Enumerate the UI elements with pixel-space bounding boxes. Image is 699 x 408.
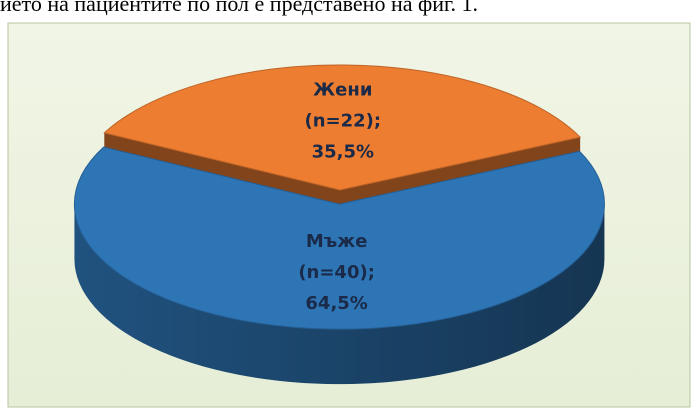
data-label: Жени xyxy=(313,79,372,100)
data-label: (n=22); xyxy=(304,110,381,131)
slice-wall xyxy=(74,204,605,385)
data-label: (n=40); xyxy=(298,262,375,283)
slice-top xyxy=(73,146,605,330)
document-text: ието на пациентите по пол е представено … xyxy=(0,0,479,16)
slice-top xyxy=(103,64,582,191)
data-label: 64,5% xyxy=(305,293,367,314)
slice: Мъже (n=40); 64,5% xyxy=(73,146,605,385)
data-label: 35,5% xyxy=(312,141,374,162)
data-label: Мъже xyxy=(306,231,368,252)
